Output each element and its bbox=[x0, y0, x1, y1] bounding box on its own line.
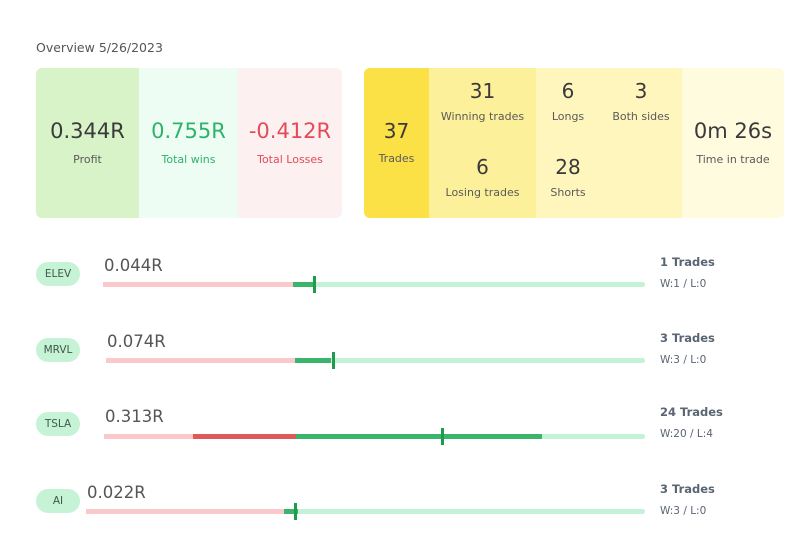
both-sides-value: 3 bbox=[634, 79, 648, 103]
ticker-row-tsla[interactable]: TSLA 0.313R 24 Trades W:20 / L:4 bbox=[0, 401, 793, 461]
ticker-row-elev[interactable]: ELEV 0.044R 1 Trades W:1 / L:0 bbox=[0, 250, 793, 310]
bar-loss-light-segment bbox=[104, 434, 194, 439]
total-losses-value: -0.412R bbox=[248, 118, 332, 143]
ticker-pill[interactable]: TSLA bbox=[36, 412, 80, 436]
shorts-stat: 28 Shorts bbox=[536, 157, 600, 199]
pnl-summary-card: 0.344R Profit 0.755R Total wins -0.412R … bbox=[36, 68, 342, 218]
longs-value: 6 bbox=[561, 79, 575, 103]
bar-loss-segment bbox=[193, 434, 297, 439]
losing-trades-stat: 6 Losing trades bbox=[429, 157, 536, 199]
trades-label: Trades bbox=[378, 152, 415, 165]
ticker-pill[interactable]: AI bbox=[36, 489, 80, 513]
ticker-win-loss: W:3 / L:0 bbox=[660, 354, 707, 366]
ticker-result-bar bbox=[106, 352, 645, 369]
ticker-r-value: 0.313R bbox=[105, 407, 164, 426]
winning-trades-value: 31 bbox=[469, 79, 496, 103]
time-in-trade-stat: 0m 26s Time in trade bbox=[682, 68, 784, 218]
ticker-meta: 3 Trades W:3 / L:0 bbox=[660, 331, 715, 366]
ticker-win-loss: W:20 / L:4 bbox=[660, 428, 713, 440]
total-wins-label: Total wins bbox=[161, 152, 216, 166]
ticker-r-value: 0.074R bbox=[107, 332, 166, 351]
bar-loss-light-segment bbox=[103, 282, 293, 287]
ticker-pill[interactable]: MRVL bbox=[36, 338, 80, 362]
profit-stat: 0.344R Profit bbox=[36, 68, 139, 218]
both-sides-stat: 3 Both sides bbox=[600, 81, 682, 123]
total-wins-value: 0.755R bbox=[151, 118, 226, 143]
ticker-win-loss: W:1 / L:0 bbox=[660, 278, 707, 290]
side-stats: 6 Longs 28 Shorts 3 Both sides bbox=[536, 68, 682, 218]
ticker-trade-count: 3 Trades bbox=[660, 331, 715, 345]
shorts-label: Shorts bbox=[550, 186, 586, 199]
ticker-result-bar bbox=[103, 276, 645, 293]
ticker-meta: 1 Trades W:1 / L:0 bbox=[660, 255, 715, 290]
longs-stat: 6 Longs bbox=[536, 81, 600, 123]
winning-trades-stat: 31 Winning trades bbox=[429, 81, 536, 123]
bar-win-segment bbox=[284, 509, 299, 514]
bar-win-segment bbox=[292, 282, 315, 287]
ticker-r-value: 0.022R bbox=[87, 483, 146, 502]
profit-label: Profit bbox=[73, 152, 102, 166]
ticker-win-loss: W:3 / L:0 bbox=[660, 505, 707, 517]
ticker-result-bar bbox=[86, 503, 645, 520]
bar-loss-light-segment bbox=[106, 358, 295, 363]
bar-marker bbox=[331, 352, 335, 369]
losing-trades-value: 6 bbox=[476, 155, 489, 179]
ticker-result-bar bbox=[104, 428, 645, 445]
win-loss-stats: 31 Winning trades 6 Losing trades bbox=[429, 68, 536, 218]
time-in-trade-label: Time in trade bbox=[696, 152, 770, 166]
longs-label: Longs bbox=[551, 110, 585, 123]
bar-win-segment bbox=[294, 358, 331, 363]
bar-win-segment bbox=[296, 434, 543, 439]
ticker-meta: 24 Trades W:20 / L:4 bbox=[660, 405, 723, 440]
bar-loss-light-segment bbox=[86, 509, 285, 514]
total-losses-label: Total Losses bbox=[257, 152, 323, 166]
profit-value: 0.344R bbox=[50, 118, 125, 143]
bar-marker bbox=[294, 503, 298, 520]
trades-value: 37 bbox=[383, 119, 410, 143]
total-losses-stat: -0.412R Total Losses bbox=[238, 68, 342, 218]
winning-trades-label: Winning trades bbox=[440, 110, 525, 123]
ticker-trade-count: 24 Trades bbox=[660, 405, 723, 419]
shorts-value: 28 bbox=[555, 155, 581, 179]
losing-trades-label: Losing trades bbox=[445, 186, 520, 199]
total-wins-stat: 0.755R Total wins bbox=[139, 68, 238, 218]
trades-stat: 37 Trades bbox=[364, 68, 429, 218]
ticker-trade-count: 3 Trades bbox=[660, 482, 715, 496]
overview-title: Overview 5/26/2023 bbox=[36, 40, 163, 55]
ticker-row-ai[interactable]: AI 0.022R 3 Trades W:3 / L:0 bbox=[0, 477, 793, 537]
time-in-trade-value: 0m 26s bbox=[693, 118, 773, 143]
ticker-r-value: 0.044R bbox=[104, 256, 163, 275]
bar-marker bbox=[440, 428, 444, 445]
trade-summary-card: 37 Trades 31 Winning trades 6 Losing tra… bbox=[364, 68, 784, 218]
both-sides-label: Both sides bbox=[612, 110, 670, 123]
ticker-row-mrvl[interactable]: MRVL 0.074R 3 Trades W:3 / L:0 bbox=[0, 326, 793, 386]
ticker-trade-count: 1 Trades bbox=[660, 255, 715, 269]
ticker-meta: 3 Trades W:3 / L:0 bbox=[660, 482, 715, 517]
ticker-pill[interactable]: ELEV bbox=[36, 262, 80, 286]
bar-marker bbox=[312, 276, 316, 293]
